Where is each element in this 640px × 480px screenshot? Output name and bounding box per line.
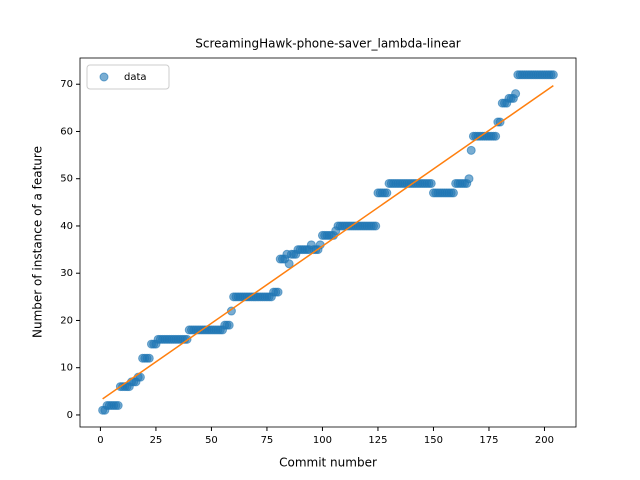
y-axis-label: Number of instance of a feature (31, 146, 45, 338)
data-point (113, 401, 123, 411)
x-tick-label: 25 (150, 435, 163, 446)
y-tick-label: 0 (67, 410, 73, 421)
data-point (144, 353, 154, 363)
x-tick-label: 200 (535, 435, 554, 446)
y-tick-label: 70 (60, 79, 73, 90)
y-tick-label: 40 (60, 221, 73, 232)
y-tick-label: 50 (60, 174, 73, 185)
x-tick-label: 125 (368, 435, 387, 446)
y-tick-label: 30 (60, 268, 73, 279)
x-tick-label: 75 (261, 435, 274, 446)
x-tick-label: 50 (205, 435, 218, 446)
data-point (548, 70, 558, 80)
data-point (382, 188, 392, 198)
legend-box (86, 64, 170, 90)
data-point (491, 131, 501, 141)
data-point (226, 306, 236, 316)
data-point (426, 178, 436, 188)
data-point (224, 320, 234, 330)
x-tick-label: 175 (479, 435, 498, 446)
data-point (284, 259, 294, 269)
x-tick-label: 0 (97, 435, 103, 446)
fit-line (102, 85, 554, 400)
chart-title: ScreamingHawk-phone-saver_lambda-linear (195, 37, 461, 51)
y-tick-label: 10 (60, 363, 73, 374)
data-point (466, 145, 476, 155)
data-point (511, 89, 521, 99)
x-tick-label: 100 (313, 435, 332, 446)
y-tick-label: 60 (60, 126, 73, 137)
data-point (371, 221, 381, 231)
plot-frame (79, 57, 577, 428)
data-point (273, 287, 283, 297)
x-axis-label: Commit number (279, 456, 377, 470)
y-tick-label: 20 (60, 315, 73, 326)
data-point (464, 174, 474, 184)
legend-label: data (124, 72, 147, 83)
x-tick-label: 150 (424, 435, 443, 446)
data-point (448, 188, 458, 198)
legend-marker (99, 72, 109, 82)
